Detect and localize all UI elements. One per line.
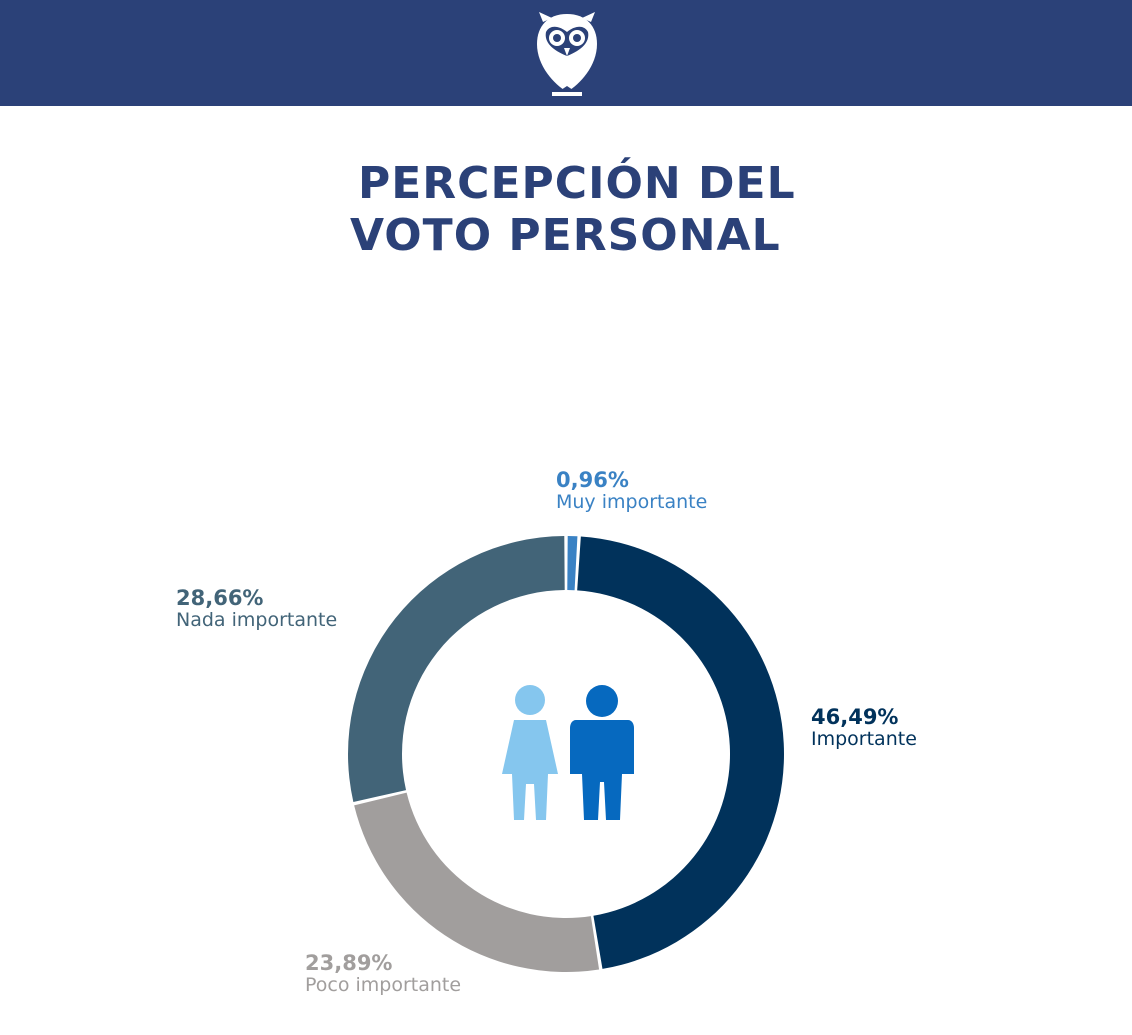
header-bar: [0, 0, 1132, 106]
woman-icon: [502, 685, 558, 820]
slice-label-importante: 46,49% Importante: [811, 706, 917, 750]
slice-label-muy-importante: 0,96% Muy importante: [556, 469, 707, 513]
donut-slice-nada-importante: [348, 536, 565, 803]
donut-slice-poco-importante: [354, 792, 600, 972]
title-line-2: VOTO PERSONAL: [350, 210, 781, 261]
slice-label-poco-importante: 23,89% Poco importante: [305, 952, 461, 996]
slice-label-nada-importante: 28,66% Nada importante: [176, 587, 337, 631]
slice-value-nada-importante: 28,66%: [176, 586, 264, 610]
slice-category-importante: Importante: [811, 728, 917, 750]
slice-category-nada-importante: Nada importante: [176, 609, 338, 631]
title-line-1: PERCEPCIÓN DEL: [358, 158, 796, 209]
slice-category-poco-importante: Poco importante: [305, 974, 462, 996]
people-icon: [502, 685, 634, 820]
slice-category-muy-importante: Muy importante: [556, 491, 708, 513]
man-icon: [570, 685, 634, 820]
slice-value-poco-importante: 23,89%: [305, 951, 393, 975]
page-title: PERCEPCIÓN DEL VOTO PERSONAL: [350, 158, 796, 262]
slice-value-importante: 46,49%: [811, 705, 899, 729]
donut-slice-muy-importante: [567, 536, 578, 591]
owl-icon: [537, 12, 597, 96]
slice-value-muy-importante: 0,96%: [556, 468, 629, 492]
donut-slice-importante: [577, 536, 784, 969]
